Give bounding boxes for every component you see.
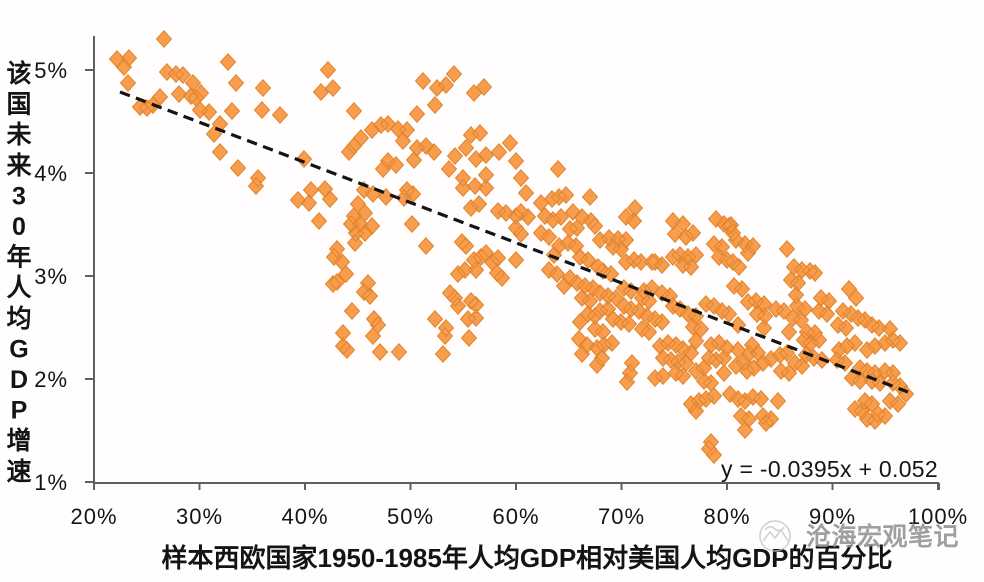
svg-text:50%: 50% (387, 504, 434, 529)
svg-text:100%: 100% (908, 504, 968, 529)
svg-text:该: 该 (6, 59, 31, 88)
svg-text:人: 人 (6, 274, 31, 302)
svg-text:0: 0 (12, 213, 26, 241)
svg-text:1%: 1% (34, 470, 68, 495)
svg-text:20%: 20% (70, 504, 117, 529)
svg-text:60%: 60% (492, 504, 539, 529)
svg-text:D: D (10, 366, 28, 394)
svg-text:40%: 40% (281, 504, 328, 529)
svg-text:来: 来 (6, 152, 32, 180)
svg-text:增: 增 (6, 426, 31, 455)
svg-text:年: 年 (6, 243, 31, 272)
svg-text:国: 国 (6, 91, 31, 119)
svg-text:未: 未 (6, 121, 31, 149)
svg-text:P: P (11, 397, 28, 425)
svg-text:70%: 70% (598, 504, 645, 529)
svg-text:80%: 80% (703, 504, 750, 529)
svg-text:沧海宏观笔记: 沧海宏观笔记 (806, 522, 959, 551)
svg-text:3: 3 (12, 182, 26, 210)
svg-text:5%: 5% (34, 58, 68, 83)
svg-text:速: 速 (6, 458, 31, 486)
svg-text:G: G (9, 335, 28, 363)
svg-text:3%: 3% (34, 264, 68, 289)
svg-text:30%: 30% (176, 504, 223, 529)
svg-text:均: 均 (6, 305, 31, 333)
svg-text:4%: 4% (34, 161, 68, 186)
svg-text:y = -0.0395x + 0.052: y = -0.0395x + 0.052 (721, 456, 938, 482)
svg-text:样本西欧国家1950-1985年人均GDP相对美国人均GDP: 样本西欧国家1950-1985年人均GDP相对美国人均GDP的百分比 (161, 543, 892, 573)
svg-text:2%: 2% (34, 367, 68, 392)
svg-text:90%: 90% (809, 504, 856, 529)
